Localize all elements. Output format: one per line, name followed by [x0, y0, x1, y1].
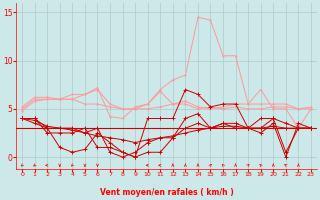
X-axis label: Vent moyen/en rafales ( km/h ): Vent moyen/en rafales ( km/h ) [100, 188, 233, 197]
